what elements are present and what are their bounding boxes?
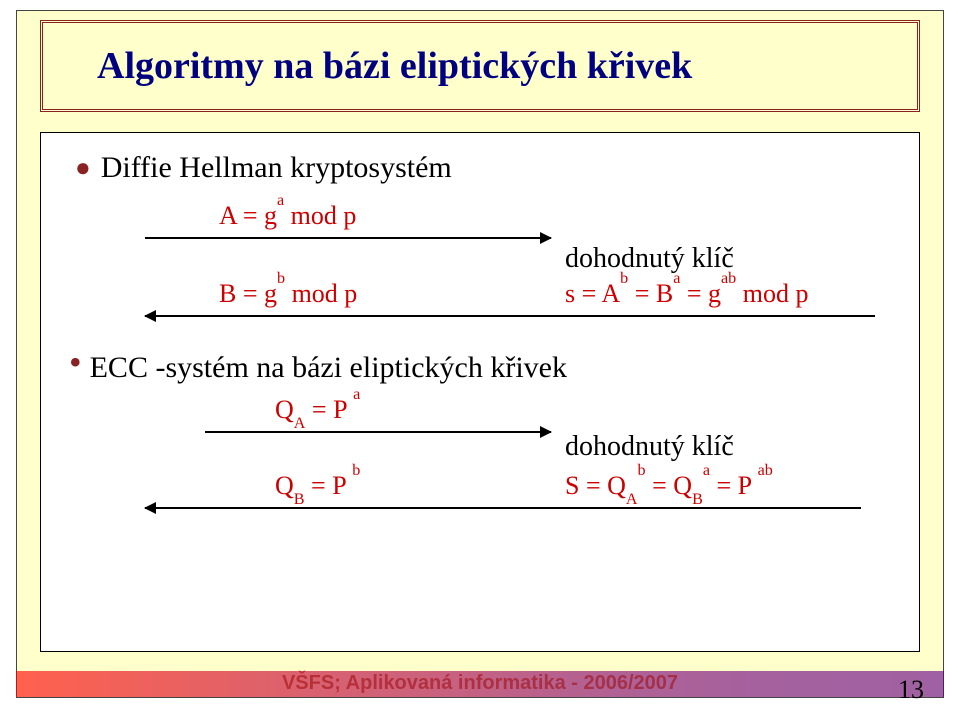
dh-eq-b: B = gb mod p [219, 279, 357, 309]
page-number: 13 [898, 675, 924, 705]
dh-eq-a: A = ga mod p [219, 201, 356, 231]
bullet-icon: • [69, 355, 82, 369]
arrow-left-icon [145, 315, 875, 317]
arrow-right-icon [205, 431, 551, 433]
ecc-heading-row: • ECC -systém na bázi eliptických křivek [69, 351, 893, 385]
ecc-qa: QA = P a [275, 395, 360, 429]
title-box: Algoritmy na bázi eliptických křivek [40, 20, 920, 112]
dh-heading: Diffie Hellman kryptosystém [101, 151, 452, 185]
dh-exchange-diagram: A = ga mod p dohodnutý klíč B = gb mod p… [145, 191, 863, 341]
ecc-key-label: dohodnutý klíč [565, 431, 734, 463]
bullet-icon: ● [75, 155, 91, 181]
ecc-shared: S = QAb = QBa = P ab [565, 471, 773, 505]
ecc-qb: QB = P b [275, 471, 360, 505]
ecc-heading: ECC -systém na bázi eliptických křivek [90, 351, 567, 385]
arrow-right-icon [145, 237, 551, 239]
content-box: ● Diffie Hellman kryptosystém A = ga mod… [40, 132, 920, 652]
arrow-left-icon [145, 507, 861, 509]
dh-heading-row: ● Diffie Hellman kryptosystém [75, 151, 893, 185]
ecc-exchange-diagram: QA = P a dohodnutý klíč QB = P b S = QAb… [145, 385, 863, 535]
dh-key-label: dohodnutý klíč [565, 243, 734, 275]
dh-shared: s = Ab = Ba = gab mod p [565, 279, 808, 309]
slide-title: Algoritmy na bázi eliptických křivek [43, 23, 917, 109]
